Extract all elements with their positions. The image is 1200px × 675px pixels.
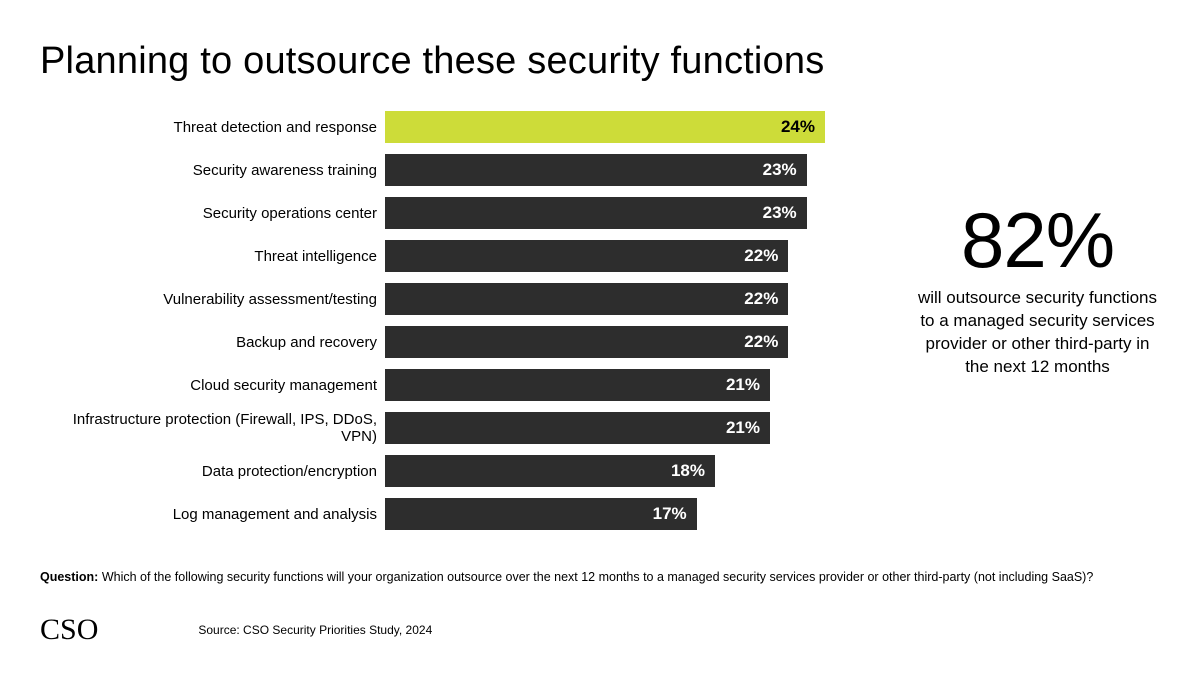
bars-column: 24% 23% 23% 22% 22% 22% 21% 21% 18% 17% <box>385 111 825 541</box>
bar-label: Threat detection and response <box>40 119 385 136</box>
bar-datalabel: 17% <box>653 504 687 524</box>
bar: 23% <box>385 154 807 186</box>
bar: 22% <box>385 283 788 315</box>
content-area: Threat detection and response Security aw… <box>40 111 1160 541</box>
bar-label: Infrastructure protection (Firewall, IPS… <box>40 411 385 445</box>
bar: 22% <box>385 326 788 358</box>
bar: 18% <box>385 455 715 487</box>
bar-datalabel: 24% <box>781 117 815 137</box>
headline-text: will outsource security functions to a m… <box>915 287 1160 379</box>
footer: CSO Source: CSO Security Priorities Stud… <box>40 613 432 647</box>
bar-label: Security awareness training <box>40 162 385 179</box>
bar-label: Backup and recovery <box>40 334 385 351</box>
bar-label: Log management and analysis <box>40 506 385 523</box>
bar-highlight: 24% <box>385 111 825 143</box>
bar-label: Data protection/encryption <box>40 463 385 480</box>
bar-label: Cloud security management <box>40 377 385 394</box>
question-footnote: Question: Which of the following securit… <box>40 570 1160 584</box>
cso-logo: CSO <box>40 613 98 647</box>
headline-percent: 82% <box>915 201 1160 279</box>
bar-label: Threat intelligence <box>40 248 385 265</box>
bar-datalabel: 18% <box>671 461 705 481</box>
bar-datalabel: 23% <box>763 160 797 180</box>
bar-datalabel: 21% <box>726 418 760 438</box>
bar-datalabel: 22% <box>744 246 778 266</box>
bar-chart: Threat detection and response Security aw… <box>40 111 825 541</box>
bar-datalabel: 23% <box>763 203 797 223</box>
bar-datalabel: 22% <box>744 289 778 309</box>
source-text: Source: CSO Security Priorities Study, 2… <box>198 623 432 637</box>
bar: 17% <box>385 498 697 530</box>
slide: Planning to outsource these security fun… <box>0 0 1200 675</box>
bar-datalabel: 22% <box>744 332 778 352</box>
bar-datalabel: 21% <box>726 375 760 395</box>
bar: 21% <box>385 369 770 401</box>
headline-callout: 82% will outsource security functions to… <box>915 111 1160 541</box>
question-label: Question: <box>40 570 98 584</box>
bar: 22% <box>385 240 788 272</box>
question-text: Which of the following security function… <box>102 570 1093 584</box>
bar-label: Security operations center <box>40 205 385 222</box>
bar: 21% <box>385 412 770 444</box>
page-title: Planning to outsource these security fun… <box>40 40 1160 83</box>
bar: 23% <box>385 197 807 229</box>
bar-label: Vulnerability assessment/testing <box>40 291 385 308</box>
bar-labels-column: Threat detection and response Security aw… <box>40 111 385 541</box>
